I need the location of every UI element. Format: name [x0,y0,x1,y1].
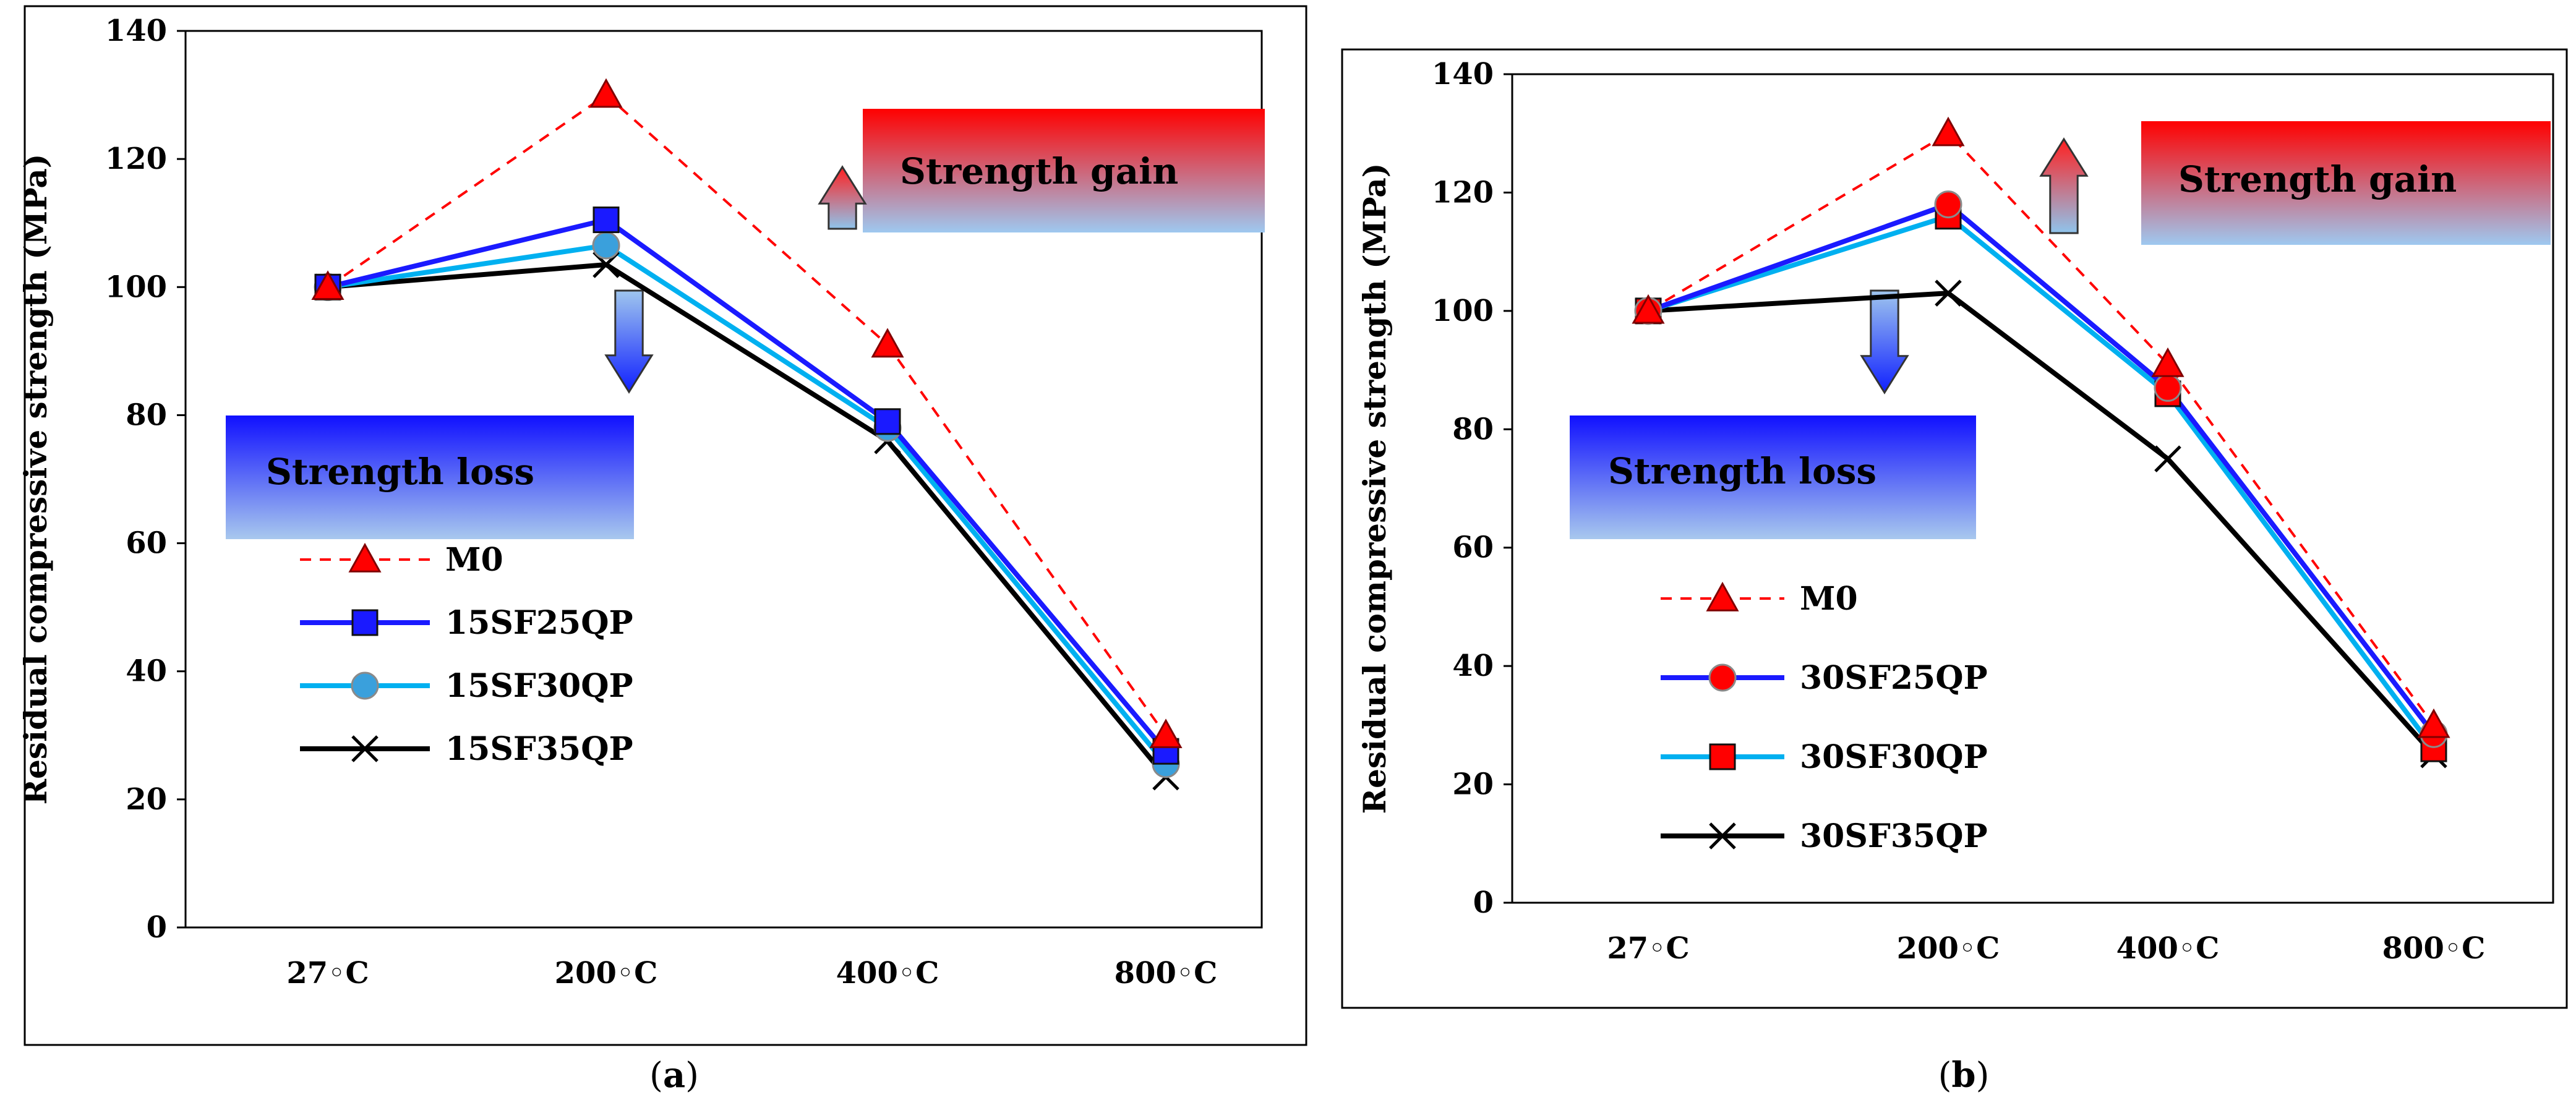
legend-label: 15SF30QP [445,667,633,705]
data-point-15SF30QP [592,231,620,260]
data-point-M0 [871,328,904,358]
down-arrow-icon [604,289,654,394]
y-tick-label: 40 [1452,649,1494,683]
data-point-M0 [2151,347,2184,377]
series-line-M0 [1647,132,2435,727]
legend-label: 30SF30QP [1800,738,1988,776]
y-tick-label: 20 [126,782,167,817]
strength-gain-box [2141,121,2551,245]
legend-marker [1709,743,1736,770]
legend-marker [1708,663,1737,692]
data-point-M0 [589,78,623,108]
up-arrow-icon [2039,137,2089,234]
legend-marker [351,609,379,636]
series-line-30SF35QP [1648,291,2436,757]
y-tick-label: 80 [126,398,167,432]
series-line-15SF35QP [327,262,1168,779]
strength-loss-label: Strength loss [266,451,534,493]
series-line-30SF25QP [1647,202,2436,736]
x-tick-label: 400◦C [836,956,939,991]
legend-marker [351,735,379,762]
chart-panel-b: 0 20 40 60 80 100 120 140 27◦C 200◦C 400◦C 800◦C Res… [1341,48,2568,1096]
legend-label: 30SF25QP [1800,659,1988,697]
legend-marker [1709,822,1736,850]
y-tick-label: 140 [1432,57,1494,92]
chart-panel-a: 0 20 40 60 80 100 120 140 27◦C 200◦C 400◦C 800◦C Res… [17,5,1307,1096]
strength-loss-box [226,416,634,539]
series-line-15SF25QP [327,217,1168,753]
panel-label: (a) [649,1055,699,1096]
chart-border [1341,48,2568,1009]
y-tick-label: 80 [1452,412,1494,446]
data-point-30SF35QP [2154,445,2181,472]
plot-area [1511,73,2554,904]
data-point-30SF25QP [2154,373,2182,402]
strength-gain-label: Strength gain [2178,158,2457,200]
y-tick-label: 120 [1432,175,1494,210]
legend-label: 15SF35QP [445,730,633,768]
x-tick-label: 400◦C [2116,931,2220,966]
y-tick-label: 40 [126,654,167,689]
y-tick-label: 100 [105,270,167,304]
down-arrow-icon [1860,289,1909,394]
legend-label: 30SF35QP [1800,817,1988,855]
x-tick-label: 27◦C [1607,931,1689,966]
x-tick-label: 200◦C [1897,931,2000,966]
y-axis-label: Residual compressive strength (MPa) [1356,163,1393,814]
x-tick-label: 200◦C [555,956,658,991]
legend-marker [351,671,379,700]
data-point-M0 [1932,116,1965,147]
strength-gain-label: Strength gain [900,150,1178,192]
y-tick-label: 0 [1473,885,1494,920]
plot-area [184,30,1263,929]
y-tick-label: 20 [1452,767,1494,802]
up-arrow-icon [818,165,867,230]
legend-marker [1706,581,1739,612]
strength-loss-label: Strength loss [1608,450,1876,492]
y-tick-label: 100 [1432,294,1494,328]
data-point-M0 [1632,294,1665,324]
y-tick-label: 120 [105,142,167,176]
series-line-30SF30QP [1647,213,2436,751]
legend-marker [348,542,382,573]
y-tick-label: 60 [126,526,167,561]
data-point-30SF35QP [1935,279,1962,307]
data-point-15SF25QP [874,408,901,435]
y-axis-label: Residual compressive strength (MPa) [17,154,54,805]
strength-gain-box [863,109,1265,232]
x-tick-label: 800◦C [1115,956,1218,991]
data-point-15SF25QP [593,207,620,234]
y-tick-label: 60 [1452,531,1494,565]
strength-loss-box [1570,416,1976,539]
y-tick-label: 140 [105,14,167,48]
chart-border [24,5,1307,1046]
x-tick-label: 27◦C [286,956,369,991]
panel-label: (b) [1938,1055,1990,1096]
legend-label: M0 [445,541,503,579]
series-line-M0 [327,93,1167,736]
y-tick-label: 0 [147,910,167,945]
data-point-30SF25QP [1934,190,1962,219]
legend-label: M0 [1800,580,1858,618]
series-line-15SF30QP [327,242,1168,766]
legend-label: 15SF25QP [445,604,633,642]
data-point-M0 [2417,708,2450,738]
data-point-M0 [311,270,344,300]
data-point-M0 [1149,718,1183,748]
x-tick-label: 800◦C [2382,931,2486,966]
